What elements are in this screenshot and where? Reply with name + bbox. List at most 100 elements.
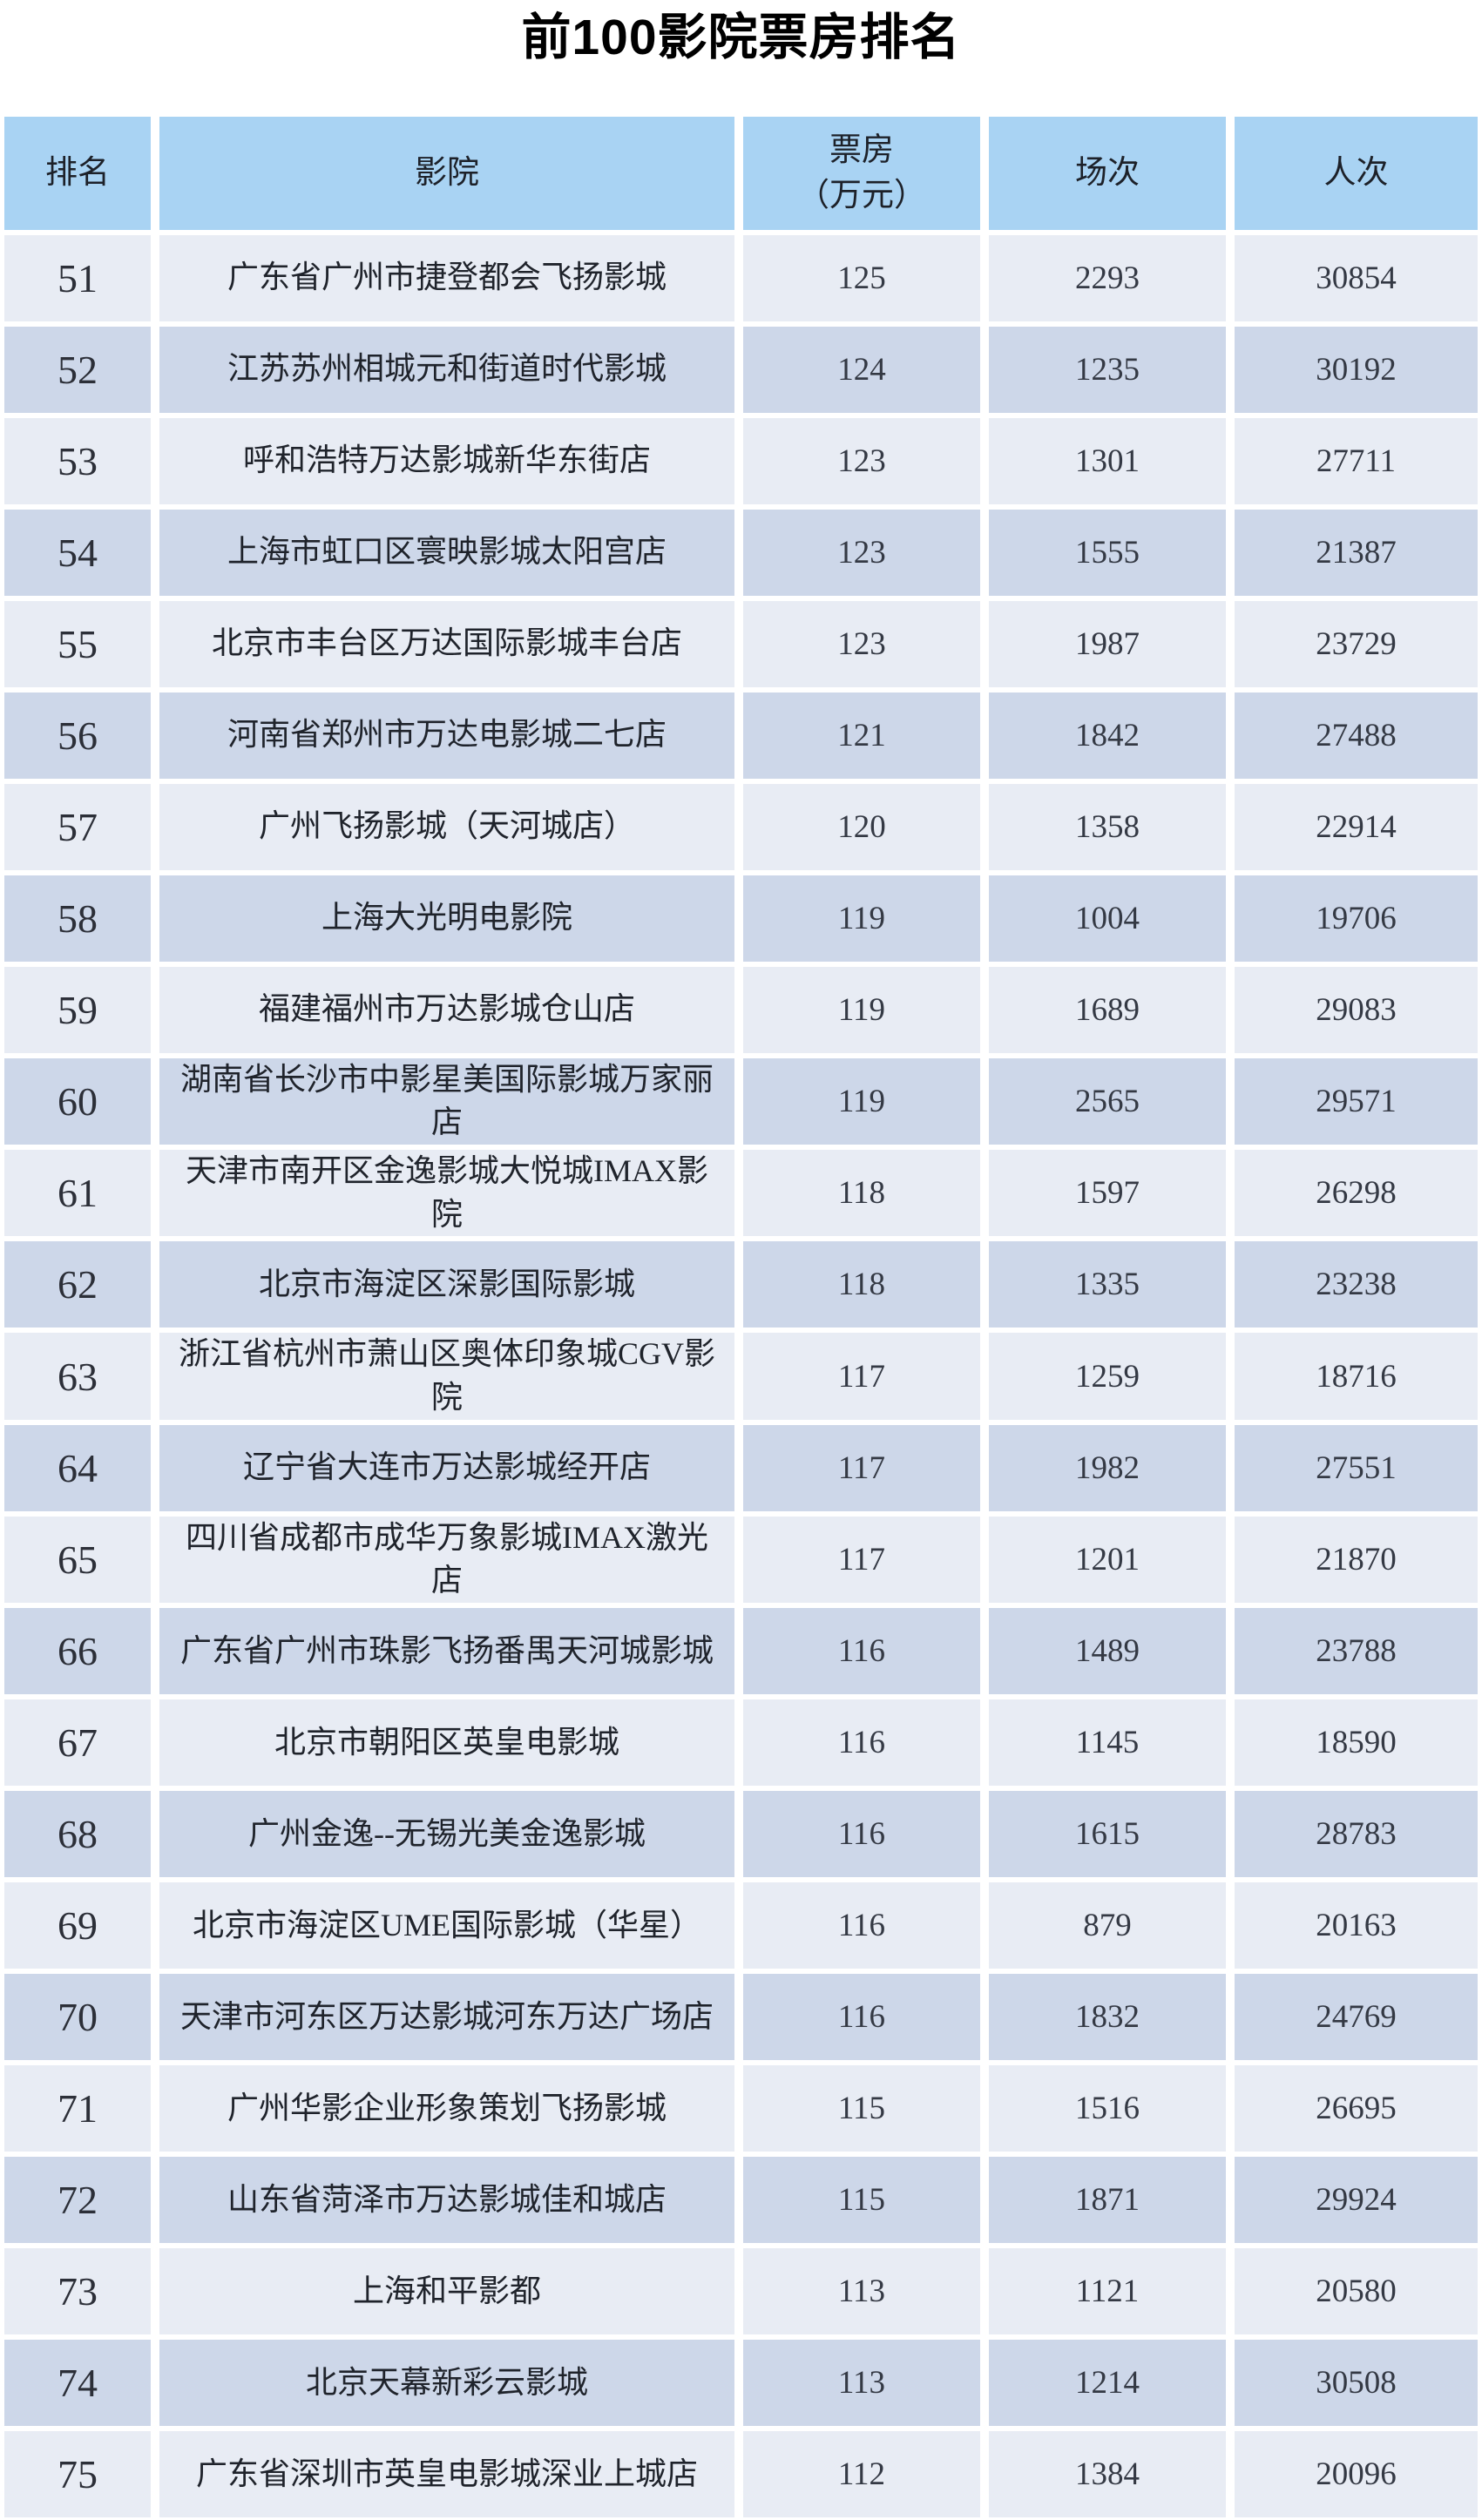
cell-admissions: 23729 bbox=[1230, 598, 1482, 690]
cell-cinema-name: 北京市海淀区深影国际影城 bbox=[155, 1239, 739, 1331]
cell-admissions: 18590 bbox=[1230, 1697, 1482, 1789]
table-row: 66 广东省广州市珠影飞扬番禺天河城影城 116 1489 23788 bbox=[0, 1605, 1482, 1698]
cell-admissions: 29571 bbox=[1230, 1055, 1482, 1148]
cell-cinema-name: 上海大光明电影院 bbox=[155, 872, 739, 964]
cell-rank: 63 bbox=[0, 1330, 155, 1422]
cell-rank: 58 bbox=[0, 872, 155, 964]
cell-rank: 56 bbox=[0, 689, 155, 781]
cell-screenings: 2293 bbox=[985, 232, 1230, 324]
cell-cinema-name: 山东省菏泽市万达影城佳和城店 bbox=[155, 2154, 739, 2246]
cell-box-office: 117 bbox=[739, 1330, 985, 1422]
cell-rank: 74 bbox=[0, 2337, 155, 2429]
cell-box-office: 123 bbox=[739, 598, 985, 690]
cell-rank: 75 bbox=[0, 2429, 155, 2520]
table-row: 62 北京市海淀区深影国际影城 118 1335 23238 bbox=[0, 1239, 1482, 1331]
cell-admissions: 30192 bbox=[1230, 323, 1482, 415]
table-row: 56 河南省郑州市万达电影城二七店 121 1842 27488 bbox=[0, 689, 1482, 781]
table-row: 53 呼和浩特万达影城新华东街店 123 1301 27711 bbox=[0, 415, 1482, 507]
cell-screenings: 1987 bbox=[985, 598, 1230, 690]
table-row: 74 北京天幕新彩云影城 113 1214 30508 bbox=[0, 2337, 1482, 2429]
cell-rank: 70 bbox=[0, 1971, 155, 2064]
table-row: 70 天津市河东区万达影城河东万达广场店 116 1832 24769 bbox=[0, 1971, 1482, 2064]
cell-cinema-name: 北京市朝阳区英皇电影城 bbox=[155, 1697, 739, 1789]
cell-cinema-name: 广州金逸--无锡光美金逸影城 bbox=[155, 1788, 739, 1881]
cell-box-office: 115 bbox=[739, 2063, 985, 2155]
cell-box-office: 124 bbox=[739, 323, 985, 415]
cell-screenings: 1301 bbox=[985, 415, 1230, 507]
table-row: 75 广东省深圳市英皇电影城深业上城店 112 1384 20096 bbox=[0, 2429, 1482, 2520]
cell-admissions: 20096 bbox=[1230, 2429, 1482, 2520]
cell-box-office: 113 bbox=[739, 2337, 985, 2429]
cell-box-office: 118 bbox=[739, 1239, 985, 1331]
page-title: 前100影院票房排名 bbox=[521, 10, 961, 65]
table-row: 71 广州华影企业形象策划飞扬影城 115 1516 26695 bbox=[0, 2063, 1482, 2155]
cell-screenings: 1235 bbox=[985, 323, 1230, 415]
cell-cinema-name: 广州华影企业形象策划飞扬影城 bbox=[155, 2063, 739, 2155]
table-row: 65 四川省成都市成华万象影城IMAX激光店 117 1201 21870 bbox=[0, 1513, 1482, 1606]
table-row: 51 广东省广州市捷登都会飞扬影城 125 2293 30854 bbox=[0, 232, 1482, 324]
table-body: 51 广东省广州市捷登都会飞扬影城 125 2293 30854 52 江苏苏州相城元和街道… bbox=[0, 232, 1482, 2520]
cell-rank: 65 bbox=[0, 1513, 155, 1606]
table-header: 排名 影院 票房 （万元） 场次 人次 bbox=[0, 113, 1482, 233]
cell-cinema-name: 广州飞扬影城（天河城店） bbox=[155, 780, 739, 873]
cell-rank: 69 bbox=[0, 1880, 155, 1972]
cell-admissions: 30854 bbox=[1230, 232, 1482, 324]
cell-screenings: 879 bbox=[985, 1880, 1230, 1972]
cell-admissions: 20580 bbox=[1230, 2246, 1482, 2338]
cell-box-office: 117 bbox=[739, 1422, 985, 1514]
cell-screenings: 1121 bbox=[985, 2246, 1230, 2338]
table-row: 52 江苏苏州相城元和街道时代影城 124 1235 30192 bbox=[0, 323, 1482, 415]
table-row: 59 福建福州市万达影城仓山店 119 1689 29083 bbox=[0, 963, 1482, 1056]
cell-box-office: 119 bbox=[739, 963, 985, 1056]
cell-screenings: 1516 bbox=[985, 2063, 1230, 2155]
cell-admissions: 27711 bbox=[1230, 415, 1482, 507]
header-rank: 排名 bbox=[0, 113, 155, 233]
cell-admissions: 29924 bbox=[1230, 2154, 1482, 2246]
cell-rank: 59 bbox=[0, 963, 155, 1056]
cell-box-office: 112 bbox=[739, 2429, 985, 2520]
cell-box-office: 120 bbox=[739, 780, 985, 873]
cell-cinema-name: 四川省成都市成华万象影城IMAX激光店 bbox=[155, 1513, 739, 1606]
header-cinema: 影院 bbox=[155, 113, 739, 233]
cell-admissions: 23788 bbox=[1230, 1605, 1482, 1698]
cell-cinema-name: 广东省广州市捷登都会飞扬影城 bbox=[155, 232, 739, 324]
cell-rank: 52 bbox=[0, 323, 155, 415]
table-row: 57 广州飞扬影城（天河城店） 120 1358 22914 bbox=[0, 780, 1482, 873]
cell-admissions: 23238 bbox=[1230, 1239, 1482, 1331]
cell-screenings: 1615 bbox=[985, 1788, 1230, 1881]
cell-box-office: 113 bbox=[739, 2246, 985, 2338]
cell-box-office: 116 bbox=[739, 1880, 985, 1972]
cell-rank: 53 bbox=[0, 415, 155, 507]
cell-rank: 55 bbox=[0, 598, 155, 690]
cell-box-office: 119 bbox=[739, 872, 985, 964]
table-row: 55 北京市丰台区万达国际影城丰台店 123 1987 23729 bbox=[0, 598, 1482, 690]
cell-rank: 57 bbox=[0, 780, 155, 873]
cell-cinema-name: 上海和平影都 bbox=[155, 2246, 739, 2338]
cell-box-office: 121 bbox=[739, 689, 985, 781]
header-row: 排名 影院 票房 （万元） 场次 人次 bbox=[0, 113, 1482, 233]
cell-screenings: 1555 bbox=[985, 506, 1230, 598]
cell-cinema-name: 广东省深圳市英皇电影城深业上城店 bbox=[155, 2429, 739, 2520]
cell-rank: 61 bbox=[0, 1147, 155, 1240]
cell-box-office: 123 bbox=[739, 506, 985, 598]
header-admissions: 人次 bbox=[1230, 113, 1482, 233]
cell-cinema-name: 北京市海淀区UME国际影城（华星） bbox=[155, 1880, 739, 1972]
cell-screenings: 1335 bbox=[985, 1239, 1230, 1331]
cell-box-office: 116 bbox=[739, 1605, 985, 1698]
table-row: 63 浙江省杭州市萧山区奥体印象城CGV影院 117 1259 18716 bbox=[0, 1330, 1482, 1422]
cell-rank: 54 bbox=[0, 506, 155, 598]
cell-rank: 71 bbox=[0, 2063, 155, 2155]
cell-screenings: 1597 bbox=[985, 1147, 1230, 1240]
cell-cinema-name: 河南省郑州市万达电影城二七店 bbox=[155, 689, 739, 781]
cell-admissions: 21387 bbox=[1230, 506, 1482, 598]
cell-cinema-name: 呼和浩特万达影城新华东街店 bbox=[155, 415, 739, 507]
cell-rank: 68 bbox=[0, 1788, 155, 1881]
cell-cinema-name: 广东省广州市珠影飞扬番禺天河城影城 bbox=[155, 1605, 739, 1698]
table-row: 73 上海和平影都 113 1121 20580 bbox=[0, 2246, 1482, 2338]
cell-rank: 60 bbox=[0, 1055, 155, 1148]
table-row: 58 上海大光明电影院 119 1004 19706 bbox=[0, 872, 1482, 964]
cell-rank: 51 bbox=[0, 232, 155, 324]
table-row: 54 上海市虹口区寰映影城太阳宫店 123 1555 21387 bbox=[0, 506, 1482, 598]
cell-box-office: 118 bbox=[739, 1147, 985, 1240]
